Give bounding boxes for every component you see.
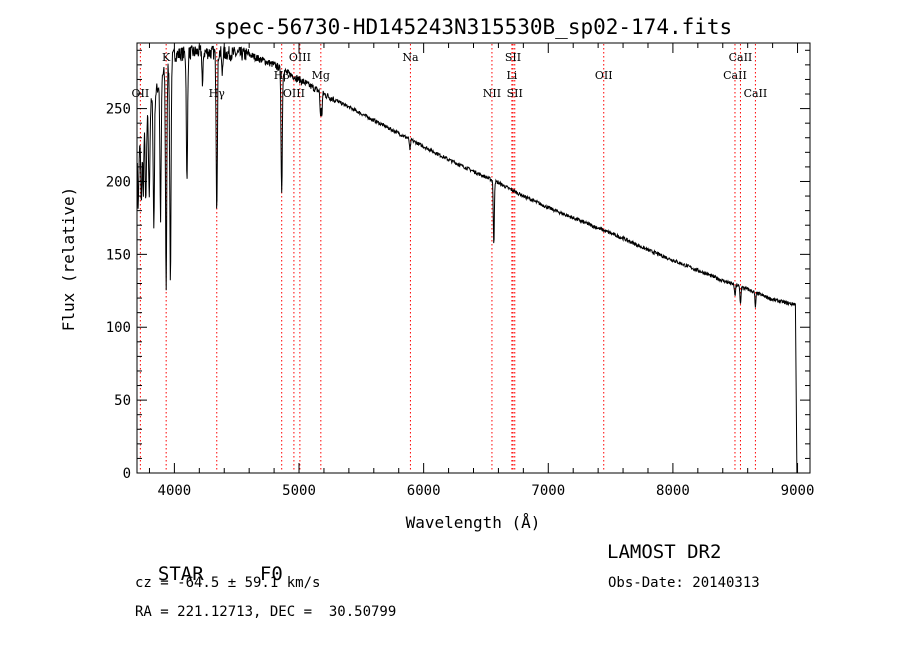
spectral-line-label: Na	[402, 51, 419, 64]
x-tick-label: 6000	[407, 483, 441, 499]
chart-title: spec-56730-HD145243N315530B_sp02-174.fit…	[214, 15, 732, 39]
class-label: STAR	[157, 563, 204, 585]
coordinates: RA = 221.12713, DEC = 30.50799	[135, 604, 397, 620]
x-axis-ticks: 4000 5000 6000 7000 8000 9000	[148, 43, 815, 499]
y-axis-ticks: 0 50 100 150 200 250	[106, 49, 810, 482]
x-tick-label: 4000	[158, 483, 192, 499]
object-class: STAR	[135, 541, 204, 585]
y-tick-label: 0	[123, 466, 131, 482]
y-axis-title: Flux (relative)	[59, 187, 78, 332]
spectral-line-label: Hβ	[274, 69, 290, 82]
spectral-line-label: OII	[132, 87, 150, 100]
spectral-line-labels: OIIKHγHβOIIIOIIIMgNaNIISIILiSIIOIICaIICa…	[132, 51, 768, 100]
plot-frame	[136, 42, 811, 474]
spectral-line-label: SII	[505, 51, 521, 64]
object-subclass: F0	[237, 541, 283, 585]
spectral-line-label: SII	[507, 87, 523, 100]
spectral-line-label: NII	[483, 87, 501, 100]
spectral-line-label: Mg	[312, 69, 330, 82]
y-tick-label: 150	[106, 247, 131, 263]
spectral-line-label: OII	[595, 69, 613, 82]
spectrum-line	[136, 44, 798, 474]
y-tick-label: 250	[106, 102, 131, 118]
y-tick-label: 100	[106, 320, 131, 336]
y-tick-label: 50	[114, 393, 131, 409]
spectral-line-label: CaII	[723, 69, 747, 82]
spectral-line-label: OIII	[289, 51, 311, 64]
x-tick-label: 5000	[282, 483, 316, 499]
spectral-line-label: CaII	[744, 87, 768, 100]
spectral-line-label: K	[162, 51, 171, 64]
x-tick-label: 9000	[781, 483, 815, 499]
spectral-line-label: Hγ	[209, 87, 226, 100]
x-tick-label: 7000	[531, 483, 565, 499]
spectral-line-label: CaII	[729, 51, 753, 64]
redshift-readout: cz = -64.5 ± 59.1 km/s	[135, 575, 321, 591]
subclass-label: F0	[259, 563, 283, 585]
spectral-line-label: Li	[506, 69, 517, 82]
spectral-line-markers	[139, 44, 756, 472]
obs-date: Obs-Date: 20140313	[608, 575, 760, 591]
survey-name: LAMOST DR2	[607, 541, 722, 563]
x-tick-label: 8000	[656, 483, 690, 499]
y-tick-label: 200	[106, 174, 131, 190]
x-axis-title: Wavelength (Å)	[406, 513, 541, 532]
spectral-line-label: OIII	[283, 87, 305, 100]
